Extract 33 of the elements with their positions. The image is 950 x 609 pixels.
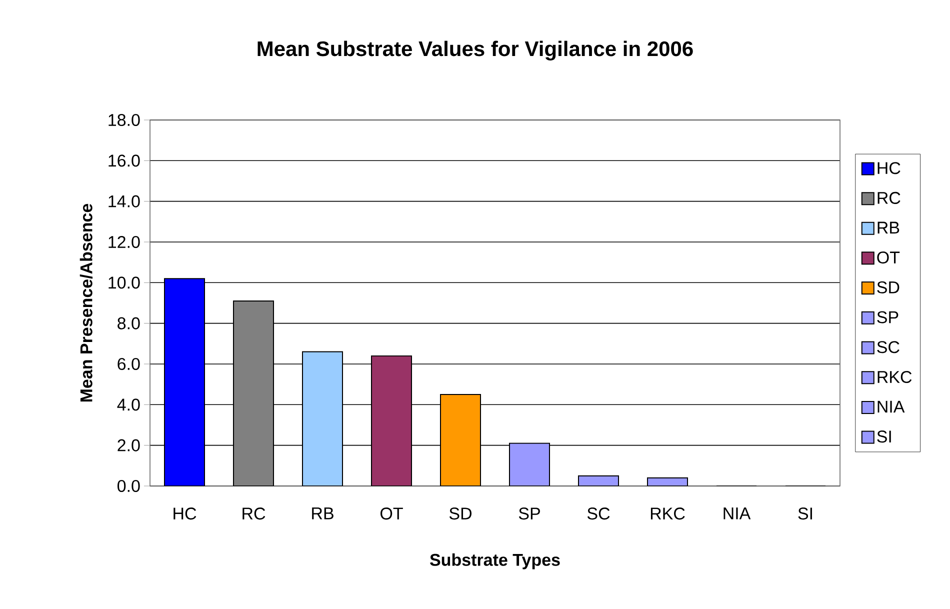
y-tick-label: 8.0 [118,317,140,330]
y-axis-title: Mean Presence/Absence [80,204,93,402]
y-tick-label: 16.0 [108,154,140,167]
legend-label: RKC [878,370,912,384]
legend-label: RB [878,222,900,234]
x-tick-label: OT [380,508,403,520]
x-tick-label: SI [798,508,812,520]
x-tick-label: NIA [724,508,751,520]
legend-label: NIA [878,400,905,413]
x-tick-label: SD [449,508,472,520]
y-tick-label: 10.0 [108,276,140,289]
legend-label: SD [877,281,900,294]
legend-label: SC [877,341,900,354]
legend-label: RC [878,192,900,204]
y-tick-label: 12.0 [108,236,140,248]
x-tick-label: RB [312,508,334,520]
legend-label: SI [877,430,891,443]
chart-title: Mean Substrate Values for Vigilance in 2006 [258,40,693,60]
y-tick-label: 6.0 [118,358,140,370]
y-tick-label: 4.0 [117,398,140,411]
legend-label: HC [878,162,900,174]
x-tick-label: SP [518,508,540,520]
y-tick-label: 2.0 [118,439,140,452]
legend-label: OT [877,252,900,264]
y-tick-label: 0.0 [118,480,140,492]
x-tick-label: RC [242,508,266,520]
x-tick-label: RKC [650,508,685,520]
x-axis-title: Substrate Types [430,553,560,570]
legend-label: SP [877,311,898,324]
y-tick-label: 14.0 [108,195,140,208]
y-tick-label: 18.0 [108,114,140,126]
x-tick-label: SC [587,508,610,520]
x-tick-label: HC [174,508,196,520]
